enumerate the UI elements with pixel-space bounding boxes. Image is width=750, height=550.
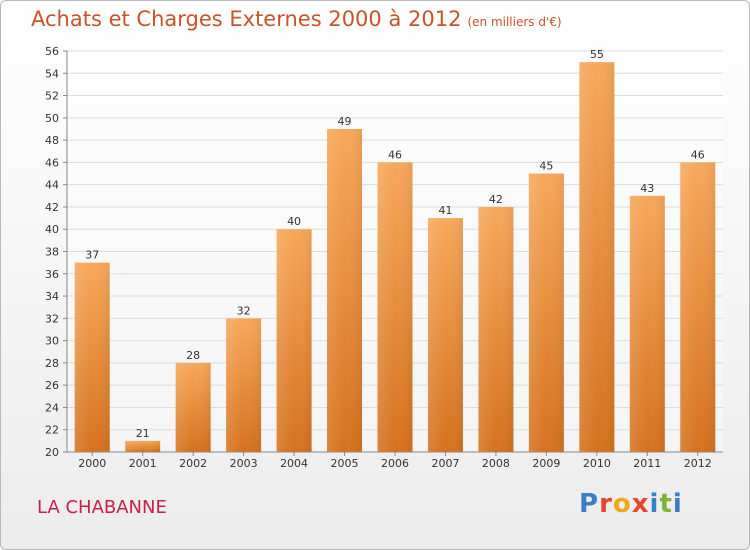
x-tick-label: 2004 xyxy=(280,457,308,470)
x-tick-label: 2005 xyxy=(331,457,359,470)
bar-shine xyxy=(427,218,463,452)
x-tick-labels: 2000 2001 2002 2003 2004 2005 2006 2007 2008 2009… xyxy=(78,457,712,470)
bars xyxy=(74,62,716,453)
chart-title: Achats et Charges Externes 2000 à 2012 (e… xyxy=(31,7,562,31)
x-tick-label: 2003 xyxy=(230,457,258,470)
bar-shine xyxy=(74,262,110,452)
x-tick-label: 2001 xyxy=(129,457,157,470)
y-tick-label: 24 xyxy=(45,401,59,414)
y-tick-label: 36 xyxy=(45,268,59,281)
chart-title-text: Achats et Charges Externes 2000 à 2012 xyxy=(31,7,462,31)
data-label: 28 xyxy=(186,349,200,362)
data-label: 45 xyxy=(539,160,553,173)
x-tick-label: 2000 xyxy=(78,457,106,470)
logo-letter: o xyxy=(612,489,632,519)
x-tick-label: 2011 xyxy=(633,457,661,470)
y-tick-labels: 20 22 24 26 28 30 32 34 36 38 40 42 44 46 48 50 52 54 56 xyxy=(45,45,59,459)
x-tick-label: 2006 xyxy=(381,457,409,470)
y-tick-label: 20 xyxy=(45,446,59,459)
y-tick-label: 38 xyxy=(45,246,59,259)
y-tick-label: 54 xyxy=(45,67,59,80)
bar-shine xyxy=(377,162,413,452)
logo-letter: r xyxy=(599,489,613,519)
bar-shine xyxy=(680,162,716,452)
bar-shine xyxy=(478,206,514,452)
logo-letter: i xyxy=(672,489,683,519)
bar-shine xyxy=(226,318,262,452)
data-label: 46 xyxy=(691,148,705,161)
y-tick-label: 30 xyxy=(45,335,59,348)
x-tick-label: 2010 xyxy=(583,457,611,470)
data-label: 40 xyxy=(287,215,301,228)
y-tick-label: 50 xyxy=(45,112,59,125)
proxiti-logo: Proxiti xyxy=(579,489,683,519)
data-labels: 37 21 28 32 40 49 46 41 42 45 55 43 46 xyxy=(85,48,705,440)
bar-shine xyxy=(327,128,363,452)
y-tick-label: 40 xyxy=(45,223,59,236)
logo-letter: t xyxy=(659,489,673,519)
data-label: 41 xyxy=(438,204,452,217)
bar-shine xyxy=(629,195,665,453)
data-label: 43 xyxy=(640,182,654,195)
y-tick-label: 22 xyxy=(45,424,59,437)
x-tick-label: 2002 xyxy=(179,457,207,470)
y-tick-label: 48 xyxy=(45,134,59,147)
data-label: 37 xyxy=(85,249,99,262)
y-tick-label: 44 xyxy=(45,179,59,192)
y-tick-label: 56 xyxy=(45,45,59,58)
data-label: 32 xyxy=(237,304,251,317)
y-tick-label: 52 xyxy=(45,90,59,103)
data-label: 21 xyxy=(136,427,150,440)
chart-subtitle: (en milliers d'€) xyxy=(467,15,562,29)
bar-shine xyxy=(175,362,211,452)
y-tick-label: 26 xyxy=(45,379,59,392)
bar-shine xyxy=(125,440,161,452)
logo-letter: x xyxy=(631,489,650,519)
bar-shine xyxy=(528,173,564,452)
x-tick-label: 2009 xyxy=(532,457,560,470)
data-label: 55 xyxy=(590,48,604,61)
y-tick-label: 46 xyxy=(45,156,59,169)
x-tick-label: 2008 xyxy=(482,457,510,470)
data-label: 42 xyxy=(489,193,503,206)
bar-shine xyxy=(276,229,312,452)
data-label: 46 xyxy=(388,148,402,161)
logo-letter: i xyxy=(649,489,660,519)
data-label: 49 xyxy=(338,115,352,128)
logo-letter: P xyxy=(579,489,600,519)
y-tick-label: 28 xyxy=(45,357,59,370)
y-tick-label: 42 xyxy=(45,201,59,214)
x-tick-label: 2007 xyxy=(431,457,459,470)
commune-name: LA CHABANNE xyxy=(37,497,167,518)
x-tick-label: 2012 xyxy=(684,457,712,470)
y-tick-label: 32 xyxy=(45,312,59,325)
y-tick-label: 34 xyxy=(45,290,59,303)
bar-shine xyxy=(579,62,615,453)
